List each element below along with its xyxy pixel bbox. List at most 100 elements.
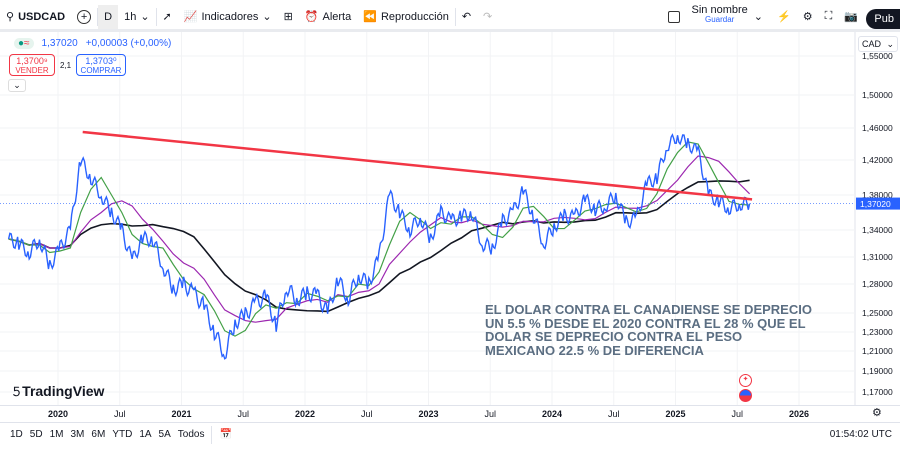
line-chart-icon: ➚ <box>162 11 172 23</box>
save-link[interactable]: Guardar <box>704 14 735 24</box>
time-tick-label: Jul <box>607 409 620 419</box>
price-tick-label: 1,46000 <box>862 123 893 133</box>
chart-type-button[interactable]: ➚ <box>157 5 178 29</box>
square-icon <box>667 10 680 23</box>
divider <box>454 7 456 26</box>
price-line <box>7 133 751 360</box>
time-tick-label: 2024 <box>541 409 563 419</box>
time-tick-label: Jul <box>484 409 496 419</box>
us-event-icon[interactable] <box>739 389 752 402</box>
range-1y[interactable]: 1A <box>139 429 152 440</box>
range-6m[interactable]: 6M <box>91 429 106 440</box>
publish-button[interactable]: Pub <box>866 9 900 29</box>
range-ytd[interactable]: YTD <box>112 429 133 440</box>
tv-logo-icon: 𝟻 <box>12 383 23 399</box>
market-status-icon: ●≈ <box>14 38 34 49</box>
ma-slow-line <box>8 179 750 313</box>
chevron-down-icon[interactable]: ⌄ <box>753 11 764 23</box>
chart-annotation: EL DOLAR CONTRA EL CANADIENSE SE DEPRECI… <box>485 302 812 358</box>
range-all[interactable]: Todos <box>177 429 205 440</box>
range-5d[interactable]: 5D <box>29 429 43 440</box>
redo-icon: ↷ <box>483 11 493 23</box>
range-5y[interactable]: 5A <box>158 429 171 440</box>
fullscreen-icon: ⛶ <box>824 10 833 22</box>
symbol-search[interactable]: ⚲ USDCAD <box>6 10 66 24</box>
settings-button[interactable]: ⚙ <box>797 5 819 29</box>
add-symbol-button[interactable]: + <box>71 5 97 29</box>
snapshot-button[interactable]: 📷 <box>838 5 864 29</box>
interval-d-button[interactable]: D <box>98 4 119 29</box>
price-tick-label: 1,23000 <box>862 327 893 337</box>
last-price-label: 1,37020 <box>860 199 891 209</box>
time-tick-label: 2023 <box>418 409 439 419</box>
redo-button[interactable]: ↷ <box>477 5 498 29</box>
time-tick-label: Jul <box>237 409 249 419</box>
price-tick-label: 1,34000 <box>862 225 893 235</box>
price-tick-label: 1,42000 <box>862 155 893 165</box>
goto-date-icon[interactable]: 📅 <box>219 429 232 440</box>
range-1d[interactable]: 1D <box>10 429 23 440</box>
price-tick-label: 1,25000 <box>862 308 893 318</box>
divider <box>97 7 99 26</box>
chart-pane[interactable]: 1,55000 1,50000 1,46000 1,42000 1,38000 1,340… <box>0 32 900 406</box>
search-icon: ⚲ <box>6 11 15 23</box>
canada-event-icon[interactable]: ✦ <box>739 374 752 387</box>
rewind-icon: ⏪ <box>363 11 377 23</box>
fullscreen-button[interactable]: ⛶ <box>819 5 839 29</box>
alert-button[interactable]: ⏰ Alerta <box>304 10 352 24</box>
alarm-icon: ⏰ <box>304 11 319 23</box>
clock[interactable]: 01:54:02 UTC <box>829 429 892 440</box>
grid-icon: ⊞ <box>283 11 293 23</box>
templates-button[interactable]: ⊞ <box>278 5 299 29</box>
price-tick-label: 1,55000 <box>862 51 893 61</box>
collapse-legend-button[interactable]: ⌄ <box>8 79 26 92</box>
lightning-search-icon: ⚡ <box>777 11 791 23</box>
divider <box>155 7 157 26</box>
buy-button[interactable]: 1,3703⁰ COMPRAR <box>76 54 126 76</box>
bottom-toolbar: 1D 5D 1M 3M 6M YTD 1A 5A Todos 📅 01:54:0… <box>0 422 900 446</box>
time-tick-label: 2025 <box>665 409 686 419</box>
time-tick-label: 2026 <box>788 409 810 419</box>
layout-checkbox[interactable] <box>662 5 686 29</box>
ma-fast-line <box>8 141 750 337</box>
time-tick-label: 2020 <box>47 409 69 419</box>
axis-settings-icon[interactable]: ⚙ <box>872 407 882 419</box>
time-tick-label: Jul <box>731 409 743 419</box>
price-axis[interactable] <box>855 32 900 406</box>
undo-button[interactable]: ↶ <box>456 5 477 29</box>
time-tick-label: Jul <box>113 409 126 419</box>
indicators-icon: 📈 <box>183 11 198 23</box>
price-legend: ●≈ 1,37020 +0,00003 (+0,00%) <box>14 38 171 49</box>
currency-select[interactable]: CAD ⌄ <box>858 36 898 52</box>
layout-name-button[interactable]: Sin nombre Guardar <box>691 3 748 24</box>
chevron-down-icon: ⌄ <box>886 39 894 49</box>
price-chart[interactable]: 1,55000 1,50000 1,46000 1,42000 1,38000 1,340… <box>0 32 900 406</box>
price-tick-label: 1,50000 <box>862 90 893 100</box>
time-tick-label: Jul <box>360 409 373 419</box>
chevron-down-icon: ⌄ <box>140 11 150 23</box>
time-tick-label: 2022 <box>294 409 316 419</box>
price-tick-label: 1,31000 <box>862 252 893 262</box>
gear-icon: ⚙ <box>802 11 813 23</box>
price-tick-label: 1,19000 <box>862 366 893 376</box>
legend-change: +0,00003 (+0,00%) <box>85 38 172 49</box>
last-price-badge <box>856 197 900 210</box>
top-toolbar: ⚲ USDCAD + D 1h ⌄ ➚ 📈 Indicadores ⌄ ⊞ ⏰ Alert… <box>0 4 900 32</box>
interval-button[interactable]: 1h ⌄ <box>124 10 150 24</box>
indicators-button[interactable]: 📈 Indicadores ⌄ <box>183 10 272 24</box>
sell-button[interactable]: 1,3700⁹ VENDER <box>9 54 55 76</box>
quick-search-button[interactable]: ⚡ <box>771 5 797 29</box>
legend-price: 1,37020 <box>41 38 78 49</box>
time-axis[interactable]: 2020 Jul 2021 Jul 2022 Jul 2023 Jul 2024 Jul 2025 J… <box>0 405 900 422</box>
range-1m[interactable]: 1M <box>49 429 64 440</box>
replay-button[interactable]: ⏪ Reproducción <box>363 10 449 24</box>
undo-icon: ↶ <box>461 11 472 23</box>
trendline[interactable] <box>82 130 753 201</box>
price-tick-label: 1,28000 <box>862 279 893 289</box>
spread: 2,1 <box>60 61 72 70</box>
price-tick-label: 1,38000 <box>862 190 893 200</box>
tradingview-logo: 𝟻 TradingView <box>12 383 105 399</box>
range-3m[interactable]: 3M <box>70 429 85 440</box>
plus-circle-icon: + <box>77 9 92 24</box>
price-tick-label: 1,17000 <box>862 387 893 397</box>
